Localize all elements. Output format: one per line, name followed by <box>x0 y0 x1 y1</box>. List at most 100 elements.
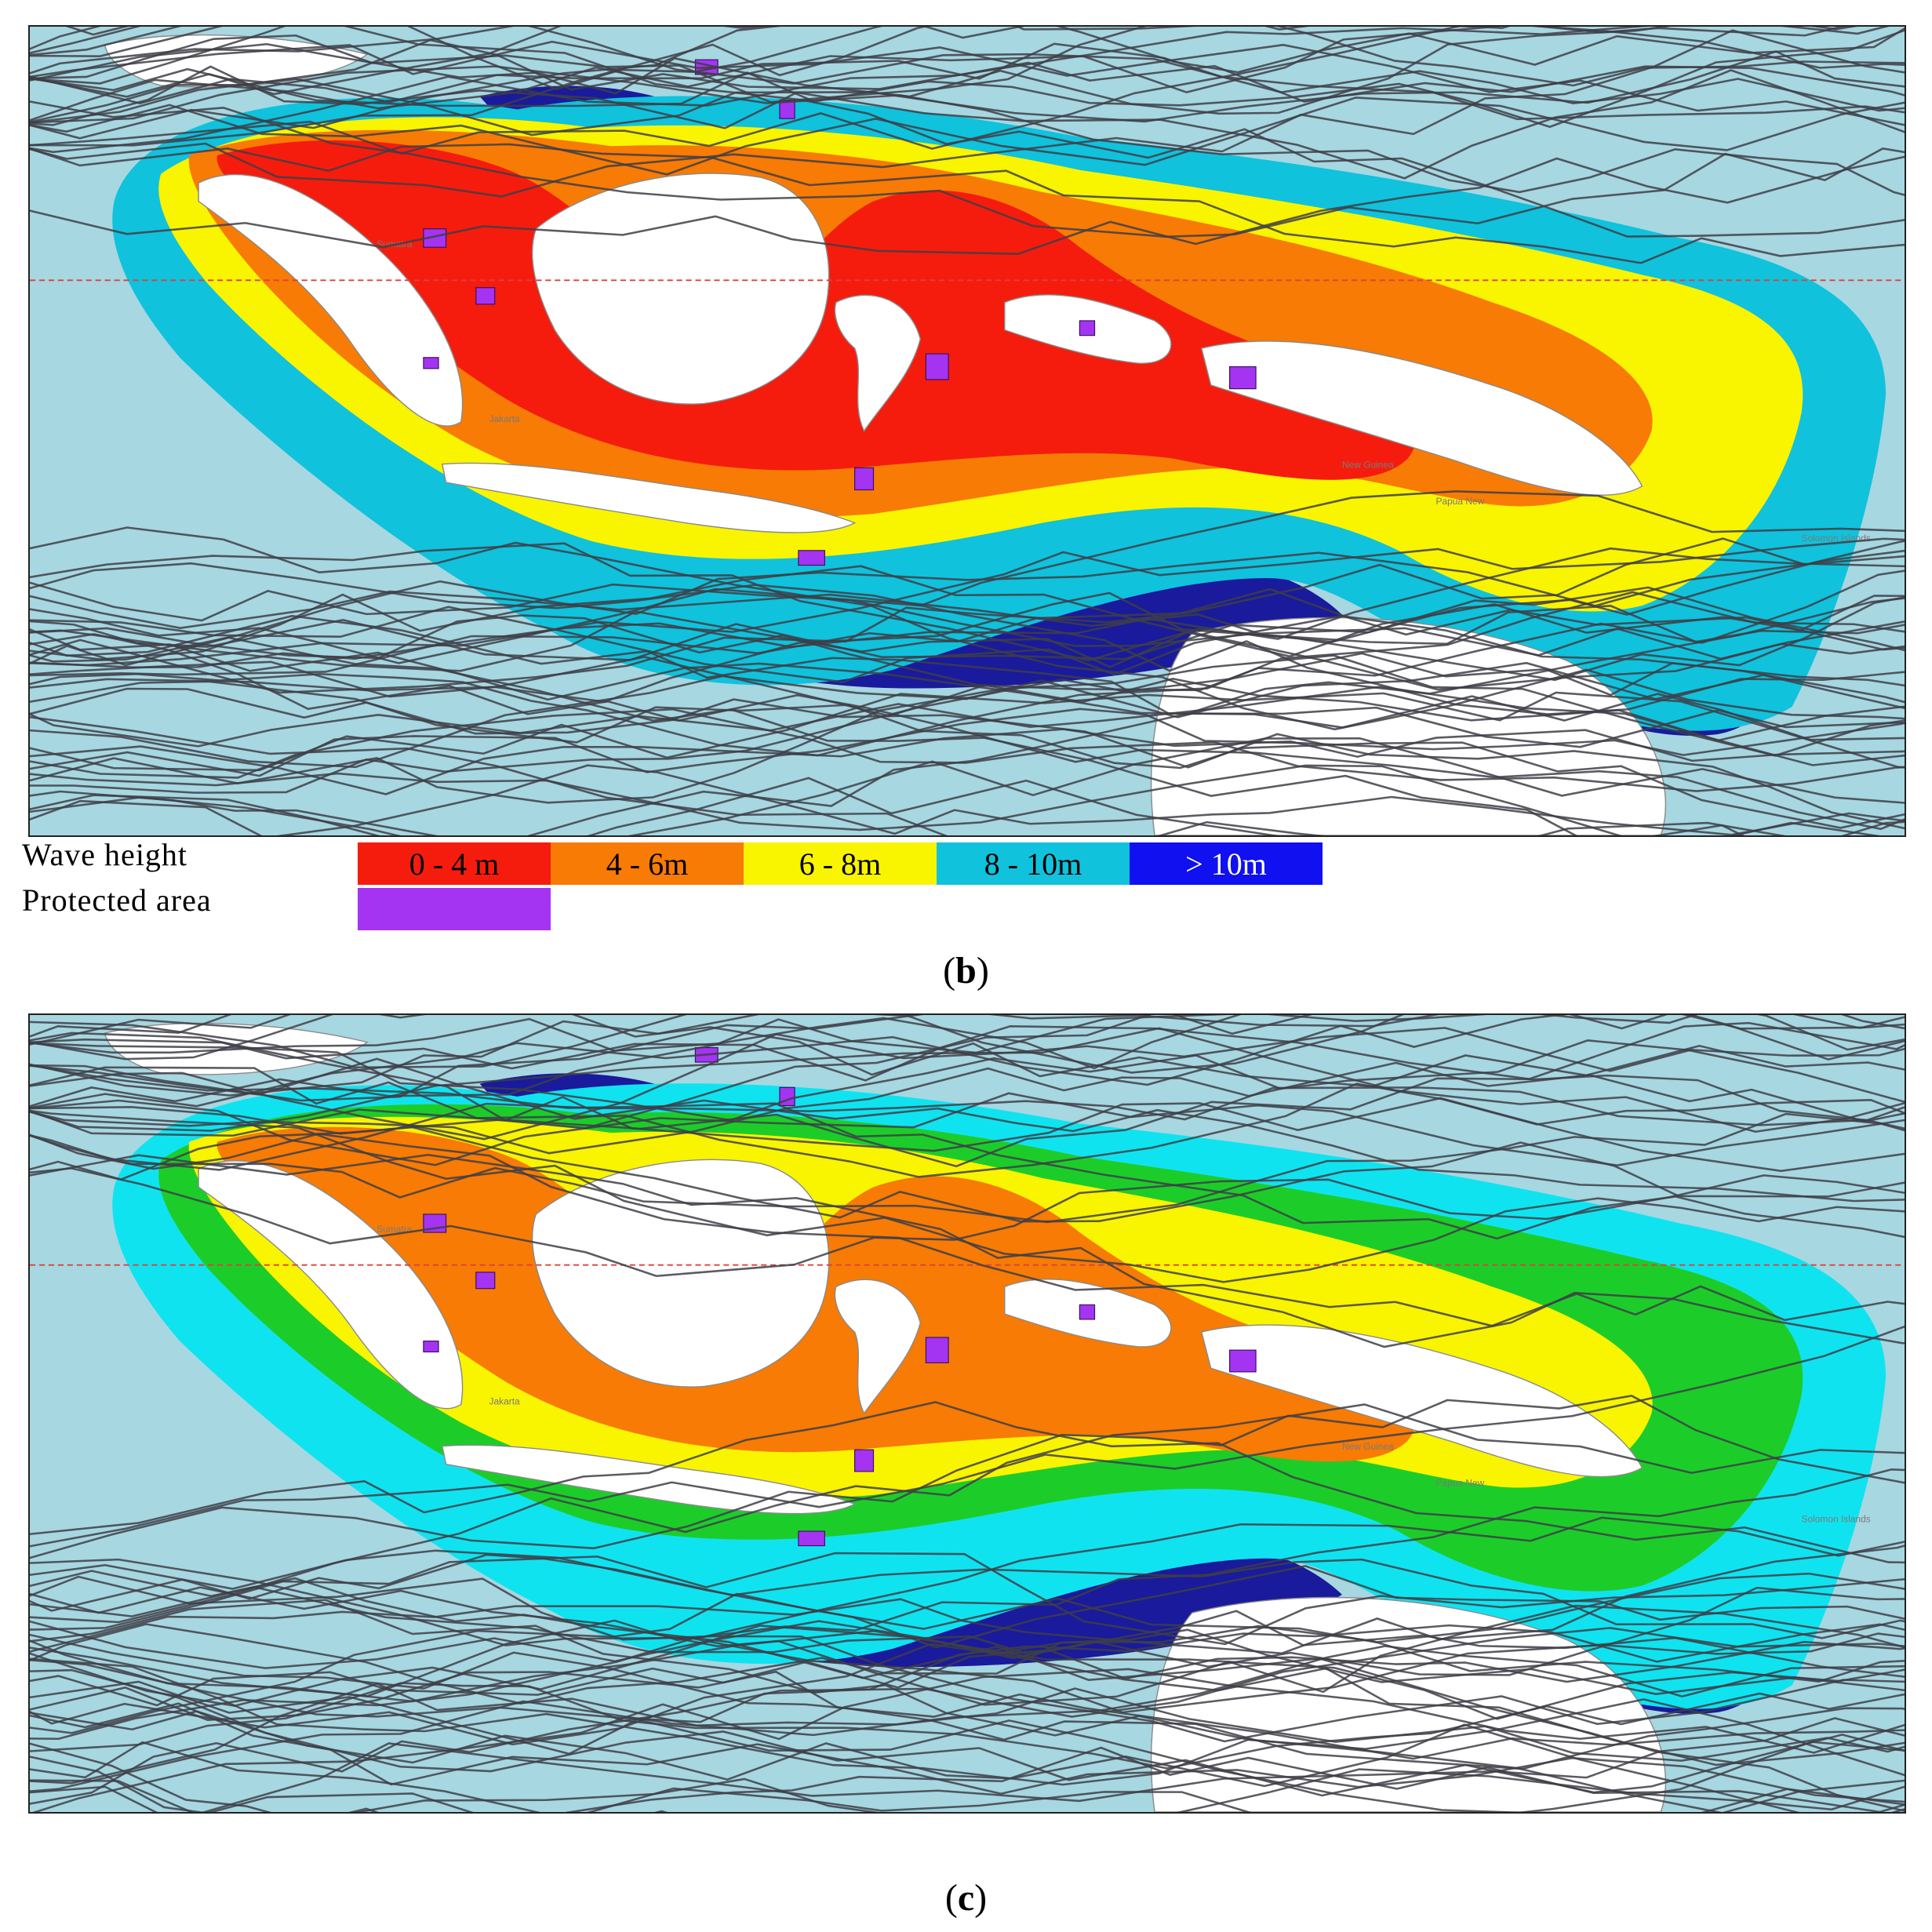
cyclone-track <box>30 686 1905 748</box>
cyclone-track <box>30 794 1786 835</box>
legend-swatch-protected-area <box>358 888 551 930</box>
cyclone-track <box>30 1625 1905 1746</box>
protected-area-9 <box>1079 320 1096 337</box>
caption-c: (c) <box>944 1877 988 1919</box>
landmass-5 <box>1200 1324 1643 1478</box>
place-label: Jakarta <box>489 413 521 424</box>
protected-area-8 <box>423 357 439 369</box>
protected-area-4 <box>925 1337 949 1363</box>
cyclone-track <box>30 1575 1905 1743</box>
protected-area-4 <box>925 353 949 380</box>
cyclone-track <box>30 27 1511 147</box>
cyclone-track <box>30 628 1905 741</box>
cyclone-track <box>30 65 1905 196</box>
cyclone-track <box>30 27 515 75</box>
caption-b: (b) <box>943 950 989 991</box>
cyclone-track <box>30 143 1905 264</box>
protected-area-6 <box>854 467 875 491</box>
cyclone-track <box>30 27 1890 154</box>
legend-swatch-0-4m: 0 - 4 m <box>358 842 551 885</box>
cyclone-track <box>30 1015 1905 1108</box>
cyclone-track <box>30 27 1672 115</box>
place-label: Papua New <box>1436 1479 1485 1489</box>
cyclone-track <box>30 1109 1905 1283</box>
cyclone-track <box>30 40 1905 126</box>
cyclone-track <box>30 1680 1905 1812</box>
cyclone-track <box>30 764 1905 835</box>
landmass-3 <box>834 294 921 432</box>
cyclone-track <box>30 1395 1905 1559</box>
cyclone-track <box>30 96 1905 176</box>
cyclone-track <box>30 581 1905 647</box>
cyclone-track <box>30 728 1905 795</box>
cyclone-track <box>30 764 1880 835</box>
protected-area-9 <box>1079 1304 1096 1320</box>
legend-swatch-6-8m: 6 - 8m <box>744 842 937 885</box>
cyclone-track <box>30 1468 1905 1697</box>
cyclone-track <box>30 614 1905 748</box>
cyclone-track <box>30 1086 1905 1171</box>
protected-area-1 <box>475 1272 496 1290</box>
cyclone-track <box>30 1325 1905 1548</box>
map-panel-c: Sumatra Jakarta New Guinea Papua New Solomon… <box>28 1013 1906 1814</box>
cyclone-track <box>30 27 1310 50</box>
protected-area-7 <box>798 1530 825 1547</box>
cyclone-track <box>30 1015 1905 1102</box>
cyclone-track <box>30 1552 1905 1646</box>
cyclone-track <box>30 42 1905 121</box>
protected-area-7 <box>798 550 825 566</box>
cyclone-track <box>30 777 1280 835</box>
cyclone-track <box>30 1015 1313 1181</box>
cyclone-track <box>30 1572 1905 1734</box>
cyclone-track <box>30 155 1905 255</box>
cyclone-track <box>30 50 1905 136</box>
cyclone-track <box>30 1015 1905 1070</box>
cyclone-track <box>30 1403 1905 1624</box>
cyclone-track <box>30 610 1905 691</box>
cyclone-track <box>30 100 1905 238</box>
cyclone-track <box>30 569 1905 692</box>
cyclone-track <box>30 586 1905 661</box>
cyclone-track <box>30 715 1326 835</box>
cyclone-track <box>30 1623 1905 1705</box>
cyclone-track <box>30 1015 1905 1088</box>
cyclone-track <box>30 654 1905 804</box>
cyclone-track <box>30 691 1905 772</box>
cyclone-track <box>30 661 1905 769</box>
cyclone-track <box>30 591 1905 757</box>
legend-swatch-4-6m: 4 - 6m <box>551 842 744 885</box>
cyclone-track <box>30 708 1905 792</box>
cyclone-track <box>30 537 1905 667</box>
cyclone-track <box>30 1015 687 1069</box>
cyclone-track <box>30 1401 1905 1564</box>
landmass-0 <box>198 174 464 427</box>
cyclone-track <box>30 1096 1905 1173</box>
cyclone-track <box>30 542 1905 662</box>
cyclone-track <box>30 588 1905 694</box>
cyclone-track <box>30 1627 1905 1805</box>
cyclone-track <box>30 1015 1905 1097</box>
cyclone-track <box>30 1623 1905 1723</box>
place-label: New Guinea <box>1342 1442 1394 1452</box>
cyclone-track <box>30 1717 1905 1812</box>
cyclone-track <box>30 1741 1905 1812</box>
cyclone-track <box>30 1599 1905 1812</box>
cyclone-track <box>30 1586 1905 1706</box>
cyclone-track <box>30 708 1905 777</box>
cyclone-track <box>30 1702 1905 1803</box>
cyclone-track <box>30 1015 333 1061</box>
cyclone-track <box>30 29 1905 129</box>
cyclone-track <box>30 1682 1905 1770</box>
cyclone-track <box>30 1756 1905 1812</box>
legend-wave-height-label: Wave height <box>22 837 188 872</box>
cyclone-track <box>30 1039 1905 1122</box>
cyclone-track <box>30 687 1905 830</box>
cyclone-track <box>30 1645 1905 1792</box>
landmass-2 <box>531 173 830 405</box>
protected-area-5 <box>1229 366 1257 390</box>
legend-swatch-over-10m: > 10m <box>1130 842 1323 885</box>
cyclone-track <box>30 1066 1905 1178</box>
cyclone-track <box>30 1167 1905 1278</box>
legend-protected-area-label: Protected area <box>22 882 212 918</box>
cyclone-track <box>30 606 1905 704</box>
